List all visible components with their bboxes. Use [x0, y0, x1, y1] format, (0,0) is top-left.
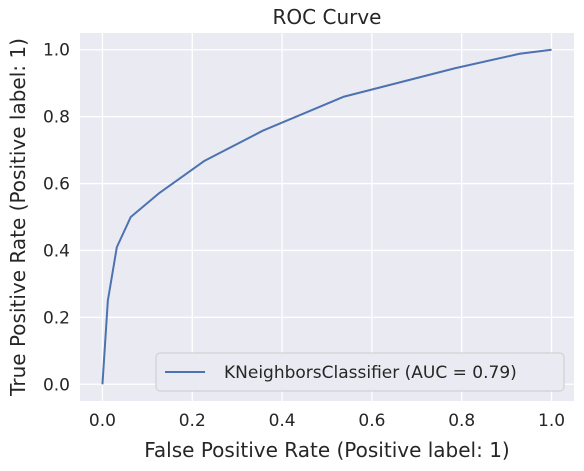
x-axis-label: False Positive Rate (Positive label: 1): [144, 438, 510, 462]
y-tick-label: 1.0: [43, 41, 70, 61]
y-tick-label: 0.4: [43, 241, 70, 261]
y-tick-label: 0.0: [43, 375, 70, 395]
x-tick-label: 1.0: [538, 411, 565, 431]
x-tick-label: 0.0: [89, 411, 116, 431]
x-tick-label: 0.4: [269, 411, 296, 431]
legend: KNeighborsClassifier (AUC = 0.79): [155, 352, 565, 392]
legend-label: KNeighborsClassifier (AUC = 0.79): [224, 363, 517, 383]
legend-box: [155, 352, 565, 392]
y-tick-label: 0.8: [43, 108, 70, 128]
plot-background: [80, 33, 574, 401]
x-tick-label: 0.2: [179, 411, 206, 431]
x-tick-label: 0.6: [358, 411, 385, 431]
y-tick-label: 0.6: [43, 175, 70, 195]
series-layer: [101, 48, 552, 385]
x-tick-labels: 0.0 0.2 0.4 0.6 0.8 1.0: [89, 411, 565, 431]
chart-title: ROC Curve: [273, 5, 382, 29]
y-tick-labels: 0.0 0.2 0.4 0.6 0.8 1.0: [43, 41, 70, 396]
x-tick-label: 0.8: [448, 411, 475, 431]
y-axis-label: True Positive Rate (Positive label: 1): [6, 38, 30, 397]
roc-curve-line: [101, 48, 552, 385]
y-tick-label: 0.2: [43, 308, 70, 328]
